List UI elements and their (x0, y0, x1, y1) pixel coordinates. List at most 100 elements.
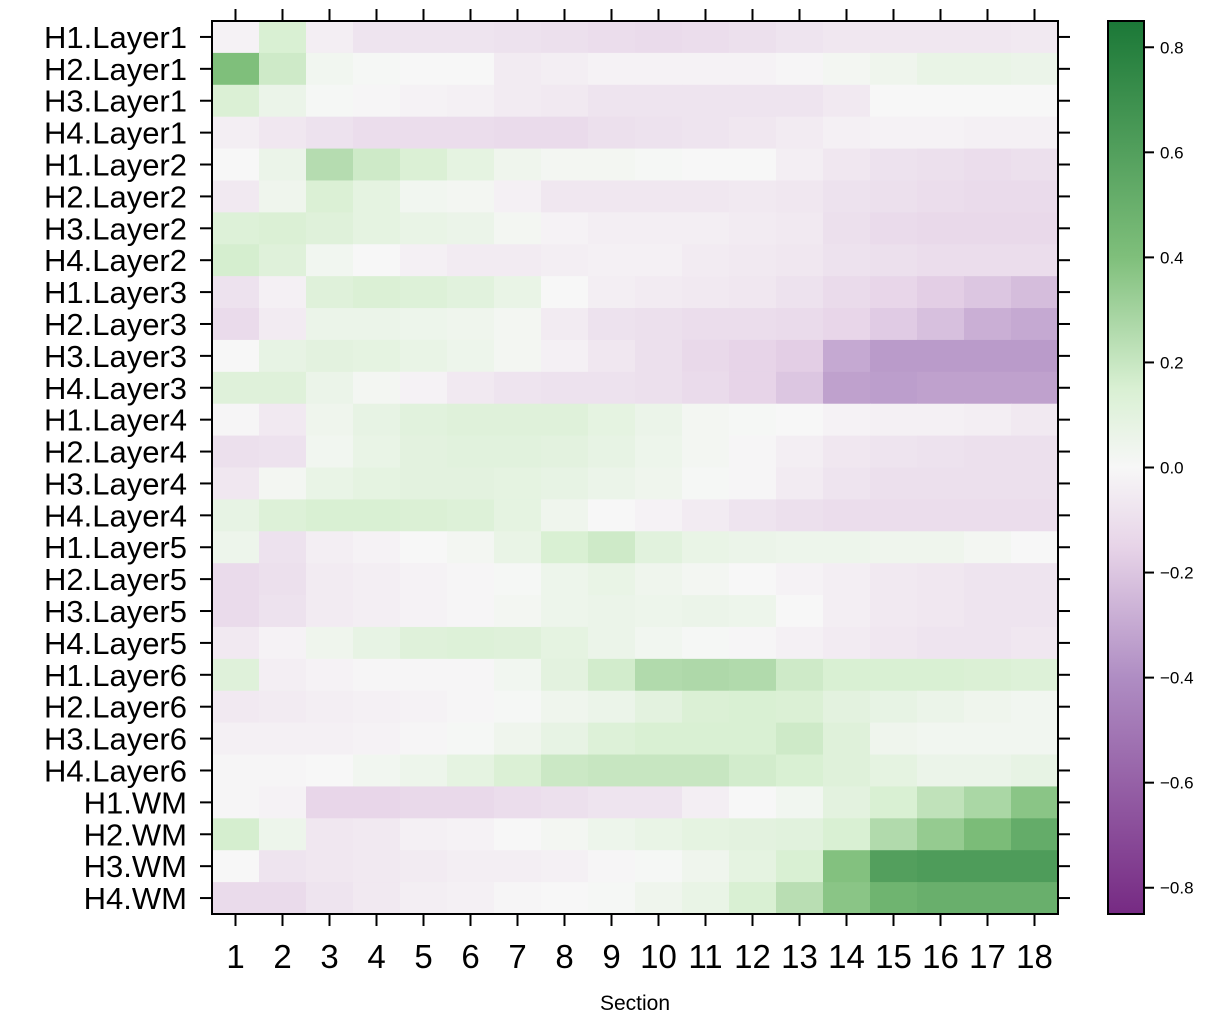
heatmap-cell (682, 52, 730, 86)
heatmap-cell (494, 52, 542, 86)
heatmap-cell (353, 84, 401, 118)
heatmap-cell (447, 595, 495, 628)
heatmap-cell (212, 595, 260, 628)
y-tick-label: H3.Layer5 (44, 594, 187, 629)
heatmap-cell (447, 467, 495, 500)
heatmap-cell (306, 786, 354, 819)
heatmap-cell (635, 84, 683, 118)
heatmap-cell (353, 403, 401, 437)
heatmap-cell (917, 244, 965, 277)
heatmap-cell (494, 754, 542, 788)
heatmap-cell (1011, 818, 1059, 851)
heatmap-cell (870, 212, 918, 245)
heatmap-cell (729, 850, 777, 883)
heatmap-cell (494, 882, 542, 915)
heatmap-cell (729, 403, 777, 437)
heatmap-cell (259, 308, 307, 341)
heatmap-cell (212, 371, 260, 405)
heatmap-cell (447, 276, 495, 309)
heatmap-cell (588, 850, 636, 883)
heatmap-cell (776, 308, 824, 341)
heatmap-cell (447, 754, 495, 788)
heatmap-cell (353, 786, 401, 819)
heatmap-cell (541, 818, 589, 851)
heatmap-cell (635, 563, 683, 596)
heatmap-cell (682, 563, 730, 596)
heatmap-cell (400, 595, 448, 628)
heatmap-cell (635, 116, 683, 150)
heatmap-cell (400, 658, 448, 692)
x-tick-label: 8 (555, 938, 573, 975)
heatmap-cell (776, 722, 824, 756)
heatmap-cell (306, 84, 354, 118)
heatmap-cell (541, 882, 589, 915)
heatmap-cell (541, 595, 589, 628)
heatmap-cell (823, 148, 871, 182)
heatmap-cell (682, 276, 730, 309)
heatmap-cell (964, 467, 1012, 500)
y-tick-label: H3.Layer2 (44, 211, 187, 246)
y-tick-label: H3.Layer4 (44, 466, 187, 501)
heatmap-cell (447, 116, 495, 150)
heatmap-cell (870, 244, 918, 277)
heatmap-cell (776, 212, 824, 245)
heatmap-cell (353, 722, 401, 756)
heatmap-cell (494, 339, 542, 373)
heatmap-cell (212, 754, 260, 788)
heatmap-cell (870, 626, 918, 660)
heatmap-cell (353, 850, 401, 883)
heatmap-cell (400, 308, 448, 341)
heatmap-cell (588, 339, 636, 373)
heatmap-cell (353, 690, 401, 724)
colorbar-tick-label: 0.6 (1160, 143, 1184, 162)
heatmap-cell (682, 626, 730, 660)
heatmap-cell (682, 531, 730, 564)
heatmap-cell (917, 52, 965, 86)
heatmap-cell (964, 818, 1012, 851)
heatmap-cell (494, 563, 542, 596)
heatmap-cell (400, 850, 448, 883)
y-tick-label: H1.Layer3 (44, 275, 187, 310)
heatmap-cell (588, 786, 636, 819)
heatmap-cell (729, 722, 777, 756)
y-tick-label: H4.WM (84, 881, 187, 916)
heatmap-cell (823, 786, 871, 819)
heatmap-cell (870, 371, 918, 405)
heatmap-cell (917, 595, 965, 628)
heatmap-cell (259, 148, 307, 182)
heatmap-cell (259, 850, 307, 883)
heatmap-cell (776, 882, 824, 915)
heatmap-cell (870, 786, 918, 819)
heatmap-cell (353, 180, 401, 213)
heatmap-cell (729, 626, 777, 660)
heatmap-cell (964, 690, 1012, 724)
heatmap-cell (259, 435, 307, 469)
heatmap-cell (870, 339, 918, 373)
heatmap-cell (635, 754, 683, 788)
heatmap-cell (1011, 212, 1059, 245)
heatmap-cell (447, 882, 495, 915)
heatmap-cell (1011, 52, 1059, 86)
heatmap-cell (306, 21, 354, 54)
heatmap-cell (259, 499, 307, 532)
heatmap-cell (823, 403, 871, 437)
heatmap-cell (823, 244, 871, 277)
heatmap-cell (353, 818, 401, 851)
heatmap-cell (823, 595, 871, 628)
colorbar-ticks: 0.8 0.6 0.4 0.2 0.0 −0.2 −0.4 −0.6 −0.8 (1144, 38, 1194, 898)
heatmap-cell (964, 626, 1012, 660)
heatmap-cell (588, 467, 636, 500)
heatmap-cell (682, 371, 730, 405)
x-axis-title: Section (600, 992, 670, 1015)
heatmap-cell (823, 882, 871, 915)
heatmap-cell (588, 244, 636, 277)
heatmap-cell (1011, 499, 1059, 532)
heatmap-cell (212, 467, 260, 500)
heatmap-cell (353, 276, 401, 309)
heatmap-cell (870, 84, 918, 118)
heatmap-cell (917, 467, 965, 500)
heatmap-cell (494, 850, 542, 883)
y-tick-label: H3.Layer1 (44, 84, 187, 119)
heatmap-cell (306, 371, 354, 405)
heatmap-cell (870, 563, 918, 596)
